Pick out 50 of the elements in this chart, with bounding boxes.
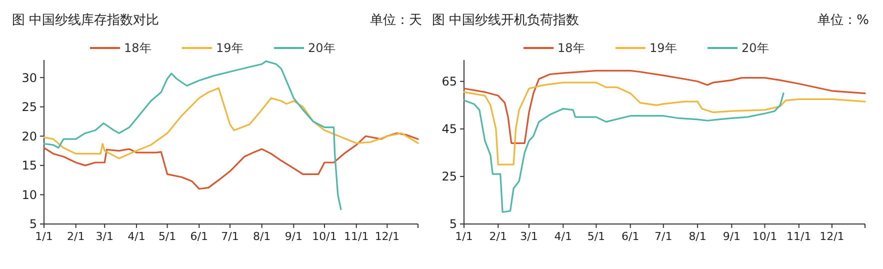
y-tick-label: 30 [22,70,37,85]
x-tick-label: 3/1 [96,230,114,243]
line-series [463,82,866,166]
x-tick-label: 6/1 [621,230,640,243]
line-series [43,132,419,190]
x-tick-label: 10/1 [752,230,778,243]
x-tick-label: 7/1 [654,230,672,243]
y-tick-label: 20 [22,129,37,144]
x-tick-label: 1/1 [35,230,53,243]
x-tick-label: 8/1 [252,230,271,243]
chart-subtitle: 单位：% [818,13,869,28]
line-series [43,60,342,210]
x-tick-label: 5/1 [587,230,606,243]
y-tick-label: 25 [22,100,37,114]
x-tick-label: 2/1 [489,230,508,243]
line-series [463,92,784,213]
y-tick-label: 10 [22,188,37,202]
x-tick-label: 4/1 [128,230,146,243]
y-tick-label: 15 [22,158,37,173]
y-tick-label: 5 [449,217,457,232]
x-tick-label: 2/1 [67,230,85,243]
line-series [463,70,866,144]
x-tick-label: 6/1 [190,230,208,243]
x-tick-label: 1/1 [455,230,473,243]
line-series [43,87,419,160]
x-tick-label: 4/1 [554,230,572,243]
x-tick-label: 11/1 [344,230,369,243]
y-tick-label: 65 [442,74,457,89]
x-tick-label: 7/1 [221,230,239,243]
legend-label: 18年 [124,41,152,56]
x-tick-label: 9/1 [722,230,741,243]
x-tick-label: 5/1 [158,230,176,243]
x-tick-label: 11/1 [786,230,812,243]
chart-title: 图 中国纱线库存指数对比 [12,13,160,28]
x-tick-label: 8/1 [688,230,706,243]
x-tick-label: 12/1 [374,230,400,243]
legend-label: 19年 [216,41,244,56]
y-tick-label: 45 [442,122,457,136]
x-tick-label: 10/1 [312,230,337,243]
y-tick-label: 25 [442,170,457,184]
x-tick-label: 12/1 [820,230,844,243]
legend-label: 18年 [558,41,585,56]
chart-subtitle: 单位：天 [370,13,422,28]
legend-label: 19年 [650,41,677,56]
y-tick-label: 5 [29,217,37,232]
x-tick-label: 9/1 [284,230,303,243]
x-tick-label: 3/1 [520,230,538,243]
legend-label: 20年 [308,41,336,56]
chart-title: 图 中国纱线开机负荷指数 [432,13,580,28]
legend-label: 20年 [742,41,769,56]
